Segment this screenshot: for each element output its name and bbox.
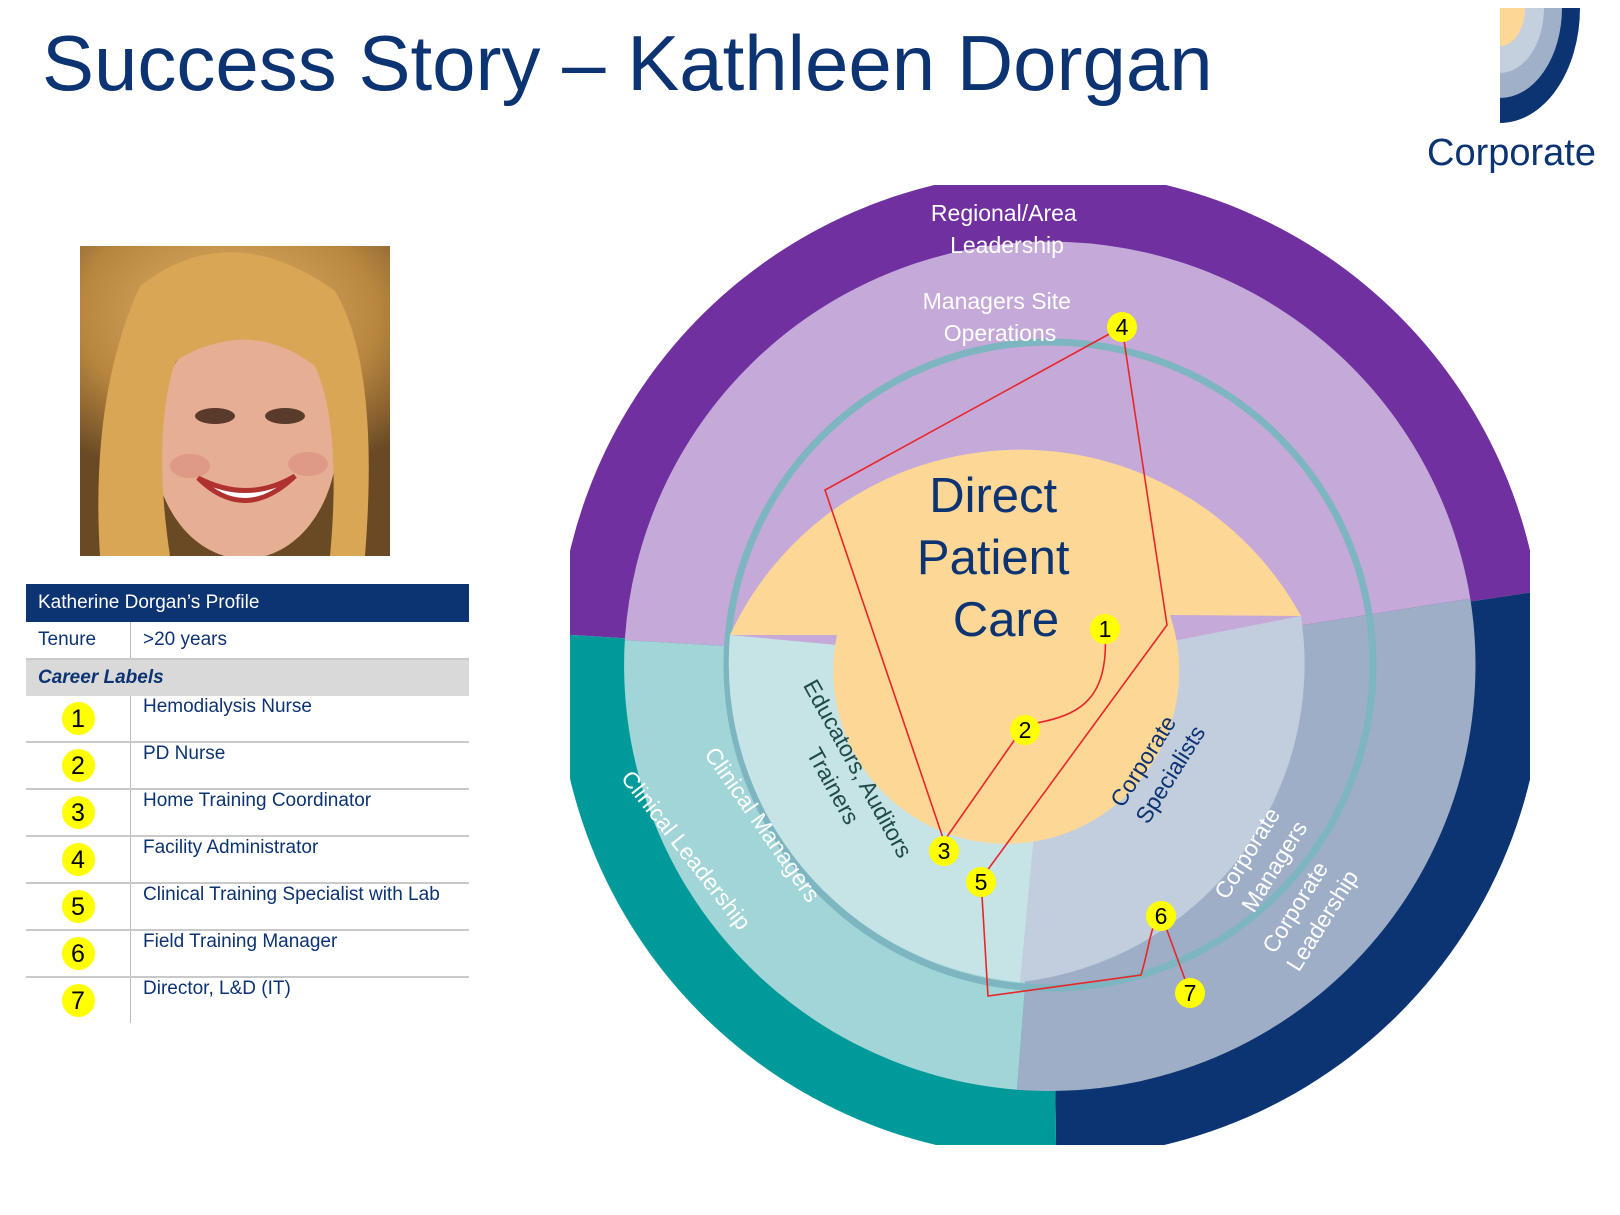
tenure-value: >20 years xyxy=(130,622,469,660)
marker-7: 7 xyxy=(1175,978,1205,1008)
managers-site-operations-label: Managers Site Operations xyxy=(923,288,1078,346)
marker-1: 1 xyxy=(1090,614,1120,644)
svg-text:7: 7 xyxy=(1184,980,1197,1006)
marker-badge: 5 xyxy=(61,890,95,923)
career-label-row: 6 Field Training Manager xyxy=(26,930,469,978)
career-label-text: Field Training Manager xyxy=(130,930,469,978)
corporate-logo-label: Corporate xyxy=(1427,132,1596,174)
career-wheel-diagram: Direct Patient Care Regional/Area Leader… xyxy=(570,185,1530,1145)
svg-text:5: 5 xyxy=(975,869,988,895)
svg-text:4: 4 xyxy=(1116,314,1129,340)
career-label-text: Hemodialysis Nurse xyxy=(130,696,469,743)
direct-patient-care-core xyxy=(730,449,1301,844)
career-labels-heading: Career Labels xyxy=(26,659,469,696)
portrait-photo xyxy=(80,246,390,556)
marker-badge: 6 xyxy=(61,937,95,970)
marker-6: 6 xyxy=(1146,901,1176,931)
svg-text:6: 6 xyxy=(1155,903,1168,929)
marker-badge: 2 xyxy=(61,749,95,782)
corporate-logo xyxy=(1500,8,1580,123)
inner-ring xyxy=(728,449,1305,982)
svg-text:1: 1 xyxy=(1099,616,1112,642)
regional-leadership-label: Regional/Area Leadership xyxy=(931,200,1083,258)
career-label-row: 5 Clinical Training Specialist with Lab xyxy=(26,883,469,931)
tenure-row: Tenure >20 years xyxy=(26,622,469,660)
marker-5: 5 xyxy=(966,867,996,897)
career-labels-heading-row: Career Labels xyxy=(26,659,469,696)
profile-header-row: Katherine Dorgan’s Profile xyxy=(26,584,469,622)
marker-2: 2 xyxy=(1010,715,1040,745)
career-label-text: Home Training Coordinator xyxy=(130,789,469,837)
career-label-text: PD Nurse xyxy=(130,742,469,790)
marker-badge: 7 xyxy=(61,984,95,1017)
path-markers: 1 2 3 4 5 6 7 xyxy=(929,312,1205,1008)
marker-badge: 3 xyxy=(61,796,95,829)
profile-header: Katherine Dorgan’s Profile xyxy=(26,584,469,622)
career-label-row: 2 PD Nurse xyxy=(26,742,469,790)
career-label-row: 3 Home Training Coordinator xyxy=(26,789,469,837)
career-label-text: Clinical Training Specialist with Lab xyxy=(130,883,469,931)
career-label-row: 1 Hemodialysis Nurse xyxy=(26,696,469,743)
marker-3: 3 xyxy=(929,836,959,866)
svg-text:3: 3 xyxy=(938,838,951,864)
career-label-text: Facility Administrator xyxy=(130,836,469,884)
page-title: Success Story – Kathleen Dorgan xyxy=(42,19,1213,107)
tenure-label: Tenure xyxy=(26,622,131,660)
marker-badge: 1 xyxy=(61,702,95,735)
career-label-text: Director, L&D (IT) xyxy=(143,978,291,999)
svg-text:2: 2 xyxy=(1019,717,1032,743)
profile-table: Katherine Dorgan’s Profile Tenure >20 ye… xyxy=(26,584,469,1023)
career-label-row: 7 Director, L&D (IT) xyxy=(26,977,469,1023)
direct-patient-care-label: Direct Patient Care xyxy=(917,469,1083,647)
career-label-row: 4 Facility Administrator xyxy=(26,836,469,884)
marker-badge: 4 xyxy=(61,843,95,876)
marker-4: 4 xyxy=(1107,312,1137,342)
